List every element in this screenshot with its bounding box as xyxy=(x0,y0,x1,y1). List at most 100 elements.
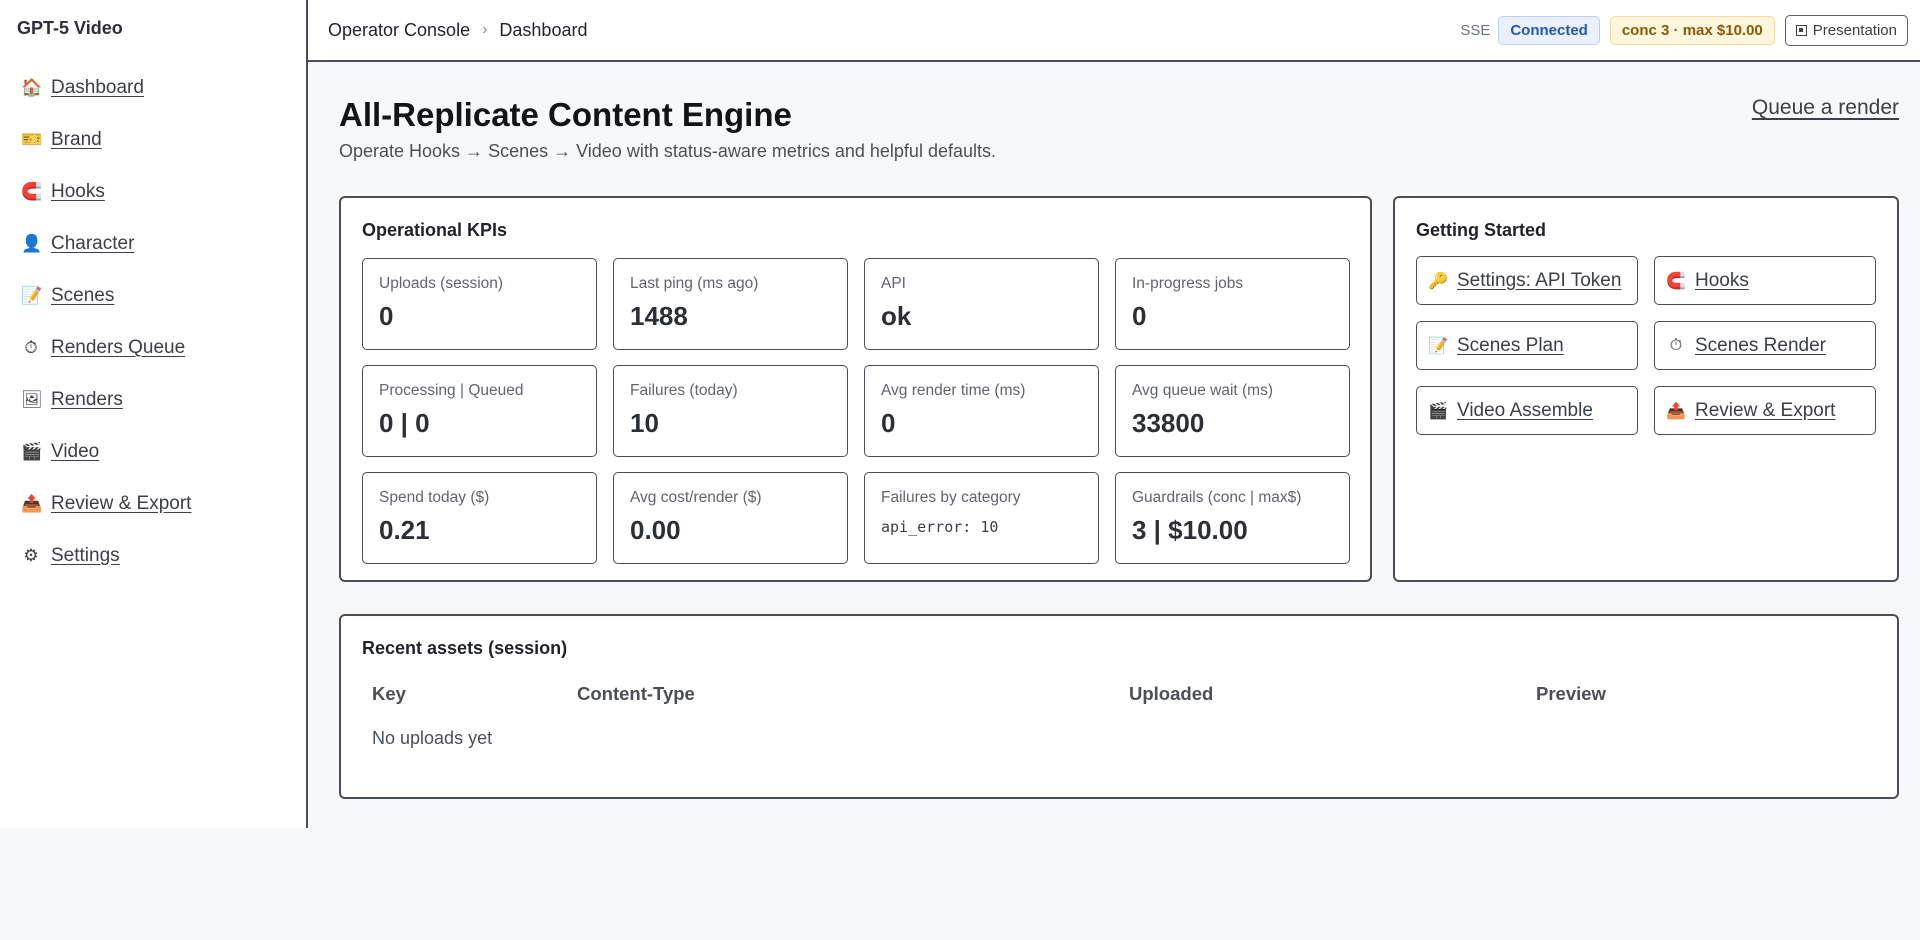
outbox-icon: 📤 xyxy=(1666,402,1686,420)
sidebar-item-settings[interactable]: ⚙ Settings xyxy=(0,530,306,582)
kpi-tile: Failures (today) 10 xyxy=(613,365,848,457)
recent-assets-title: Recent assets (session) xyxy=(362,638,568,658)
video-assemble-button[interactable]: 🎬 Video Assemble xyxy=(1416,386,1638,435)
kpi-label: Uploads (session) xyxy=(379,275,504,292)
sidebar-item-label[interactable]: Scenes xyxy=(51,285,115,306)
scenes-render-button[interactable]: ⏱ Scenes Render xyxy=(1654,321,1876,370)
kpi-tile: Guardrails (conc | max$) 3 | $10.00 xyxy=(1115,472,1350,564)
kpi-label: Avg render time (ms) xyxy=(881,382,1026,399)
sidebar-item-video[interactable]: 🎬 Video xyxy=(0,426,306,478)
review-export-button[interactable]: 📤 Review & Export xyxy=(1654,386,1876,435)
kpi-tile: Uploads (session) 0 xyxy=(362,258,597,350)
sidebar-item-renders-queue[interactable]: ⏱ Renders Queue xyxy=(0,322,306,374)
kpi-label: Avg cost/render ($) xyxy=(630,489,762,506)
sidebar-item-label[interactable]: Brand xyxy=(51,129,102,150)
queue-render-link[interactable]: Queue a render xyxy=(1751,96,1899,119)
stopwatch-icon: ⏱ xyxy=(1669,336,1683,354)
scenes-plan-button[interactable]: 📝 Scenes Plan xyxy=(1416,321,1638,370)
kpi-value: 3 | $10.00 xyxy=(1132,515,1248,545)
settings-api-token-button[interactable]: 🔑 Settings: API Token xyxy=(1416,256,1638,305)
presentation-icon xyxy=(1795,24,1807,36)
clapper-icon: 🎬 xyxy=(21,442,43,461)
breadcrumb: Operator Console › Dashboard xyxy=(328,20,587,41)
sidebar-item-hooks[interactable]: 🧲 Hooks xyxy=(0,166,306,218)
kpi-tile: Failures by category api_error: 10 xyxy=(864,472,1099,564)
table-header-row: Key Content-Type Uploaded Preview xyxy=(362,674,1876,708)
app-title: GPT-5 Video xyxy=(17,18,123,38)
button-label: Review & Export xyxy=(1695,399,1836,421)
top-cards-row: Operational KPIs Uploads (session) 0 Las… xyxy=(339,196,1899,582)
kpi-value: 0 xyxy=(1132,301,1147,331)
person-icon: 👤 xyxy=(21,234,43,253)
kpi-value: 10 xyxy=(630,408,659,438)
magnet-icon: 🧲 xyxy=(1666,272,1686,290)
button-label: Settings: API Token xyxy=(1457,269,1622,291)
concurrency-badge: conc 3 · max $10.00 xyxy=(1609,15,1775,45)
table-row: No uploads yet xyxy=(362,708,1876,749)
kpi-label: Spend today ($) xyxy=(379,489,490,506)
breadcrumb-current: Dashboard xyxy=(499,19,588,40)
recent-assets-card: Recent assets (session) Key Content-Type… xyxy=(339,614,1899,799)
chevron-right-icon: › xyxy=(482,21,488,38)
sidebar-item-label[interactable]: Video xyxy=(51,441,100,462)
kpi-tile: Avg render time (ms) 0 xyxy=(864,365,1099,457)
sidebar-item-label[interactable]: Character xyxy=(51,233,135,254)
sidebar-item-label[interactable]: Settings xyxy=(51,545,120,566)
memo-icon: 📝 xyxy=(21,286,43,305)
button-label: Scenes Render xyxy=(1695,334,1826,356)
recent-assets-table: Key Content-Type Uploaded Preview No upl… xyxy=(362,674,1876,749)
breadcrumb-root[interactable]: Operator Console xyxy=(328,19,471,40)
topbar: Operator Console › Dashboard SSE Connect… xyxy=(308,0,1920,62)
clapper-icon: 🎬 xyxy=(1428,402,1448,420)
kpi-label: Guardrails (conc | max$) xyxy=(1132,489,1302,506)
memo-icon: 📝 xyxy=(1428,337,1448,355)
key-icon: 🔑 xyxy=(1428,272,1448,290)
kpi-grid: Uploads (session) 0 Last ping (ms ago) 1… xyxy=(362,258,1350,564)
kpi-tile: In-progress jobs 0 xyxy=(1115,258,1350,350)
sidebar: GPT-5 Video 🏠 Dashboard 🎫 Brand 🧲 Hooks … xyxy=(0,0,308,828)
kpi-value: 0 xyxy=(379,301,394,331)
column-header-preview: Preview xyxy=(1536,683,1606,704)
kpi-tile: Avg cost/render ($) 0.00 xyxy=(613,472,848,564)
kpi-value: 0.21 xyxy=(379,515,430,545)
sidebar-nav: 🏠 Dashboard 🎫 Brand 🧲 Hooks 👤 Character … xyxy=(0,62,306,582)
sidebar-item-review-export[interactable]: 📤 Review & Export xyxy=(0,478,306,530)
kpi-label: Failures (today) xyxy=(630,382,738,399)
hooks-button[interactable]: 🧲 Hooks xyxy=(1654,256,1876,305)
getting-started-card: Getting Started 🔑 Settings: API Token 🧲 … xyxy=(1393,196,1899,582)
button-label: Hooks xyxy=(1695,269,1749,291)
getting-started-title: Getting Started xyxy=(1416,220,1547,240)
kpi-label: Failures by category xyxy=(881,489,1021,506)
stopwatch-icon: ⏱ xyxy=(24,338,38,357)
page-title: All-Replicate Content Engine xyxy=(339,96,792,133)
sidebar-item-renders[interactable]: 🖼 Renders xyxy=(0,374,306,426)
sidebar-item-brand[interactable]: 🎫 Brand xyxy=(0,114,306,166)
column-header-key: Key xyxy=(372,683,406,704)
dashboard-content: All-Replicate Content Engine Operate Hoo… xyxy=(308,62,1920,799)
kpi-tile: Spend today ($) 0.21 xyxy=(362,472,597,564)
connection-status-badge: Connected xyxy=(1498,15,1600,45)
sidebar-item-label[interactable]: Renders xyxy=(51,389,123,410)
magnet-icon: 🧲 xyxy=(21,182,43,201)
kpi-label: API xyxy=(881,275,906,292)
column-header-uploaded: Uploaded xyxy=(1129,683,1214,704)
kpi-card: Operational KPIs Uploads (session) 0 Las… xyxy=(339,196,1372,582)
sidebar-item-label[interactable]: Renders Queue xyxy=(51,337,186,358)
sidebar-item-label[interactable]: Hooks xyxy=(51,181,105,202)
kpi-tile: API ok xyxy=(864,258,1099,350)
kpi-value: 0 xyxy=(881,408,896,438)
page-subtitle: Operate Hooks → Scenes → Video with stat… xyxy=(339,141,996,161)
sidebar-item-dashboard[interactable]: 🏠 Dashboard xyxy=(0,62,306,114)
presentation-button[interactable]: Presentation xyxy=(1784,14,1908,46)
sidebar-item-label[interactable]: Dashboard xyxy=(51,77,144,98)
kpi-value: ok xyxy=(881,301,912,331)
kpi-card-title: Operational KPIs xyxy=(362,220,508,240)
main-area: Operator Console › Dashboard SSE Connect… xyxy=(308,0,1920,828)
sidebar-item-scenes[interactable]: 📝 Scenes xyxy=(0,270,306,322)
sidebar-item-label[interactable]: Review & Export xyxy=(51,493,192,514)
kpi-value: 0 | 0 xyxy=(379,408,430,438)
kpi-value: api_error: 10 xyxy=(881,518,999,536)
sse-label: SSE xyxy=(1460,21,1491,39)
sidebar-item-character[interactable]: 👤 Character xyxy=(0,218,306,270)
kpi-value: 0.00 xyxy=(630,515,681,545)
